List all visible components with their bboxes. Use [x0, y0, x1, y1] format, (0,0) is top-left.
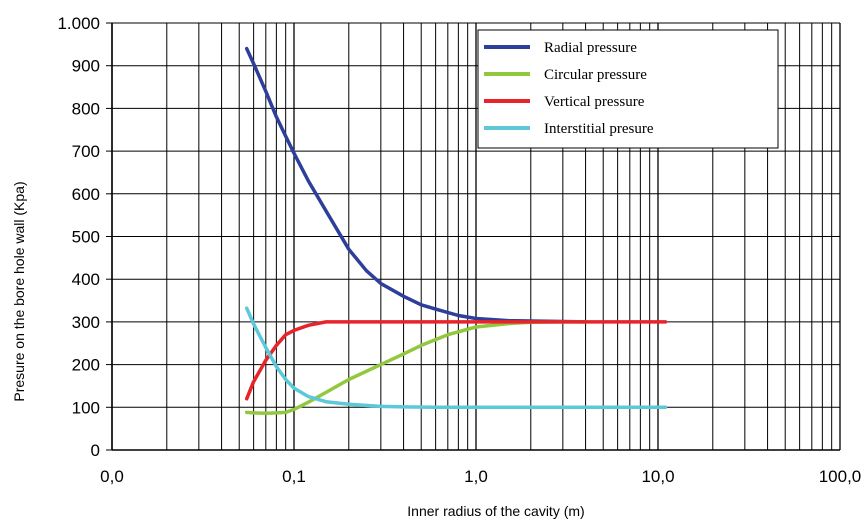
y-tick-label: 700 [72, 142, 100, 161]
y-tick-label: 500 [72, 228, 100, 247]
legend-entry: Radial pressure [544, 40, 637, 56]
series-line [244, 320, 588, 416]
x-tick-label: 0,1 [282, 467, 306, 486]
x-tick-label: 100,0 [819, 467, 862, 486]
legend-entry: Vertical pressure [544, 94, 645, 110]
legend-entry: Circular pressure [544, 67, 647, 83]
x-tick-label: 0,0 [100, 467, 124, 486]
y-tick-label: 600 [72, 185, 100, 204]
x-tick-label: 10,0 [641, 467, 674, 486]
y-tick-label: 0 [91, 441, 100, 460]
series-lines [244, 46, 668, 416]
legend: Radial pressure Circular pressure Vertical… [477, 29, 779, 149]
y-tick-label: 1.000 [57, 14, 100, 33]
tick-labels: 0 100 200 300 400 500 600 700 800 900 1.000 0,0 0,1 1… [57, 14, 861, 486]
y-tick-label: 900 [72, 57, 100, 76]
x-tick-label: 1,0 [464, 467, 488, 486]
legend-entry: Interstitial presure [544, 121, 654, 137]
series-line [244, 306, 668, 410]
y-tick-label: 300 [72, 313, 100, 332]
y-axis-title: Presure on the bore hole wall (Kpa) [11, 181, 27, 401]
y-tick-label: 200 [72, 356, 100, 375]
y-tick-label: 400 [72, 270, 100, 289]
x-axis-title: Inner radius of the cavity (m) [407, 503, 584, 519]
axes [106, 22, 840, 451]
y-tick-label: 100 [72, 398, 100, 417]
y-tick-label: 800 [72, 99, 100, 118]
